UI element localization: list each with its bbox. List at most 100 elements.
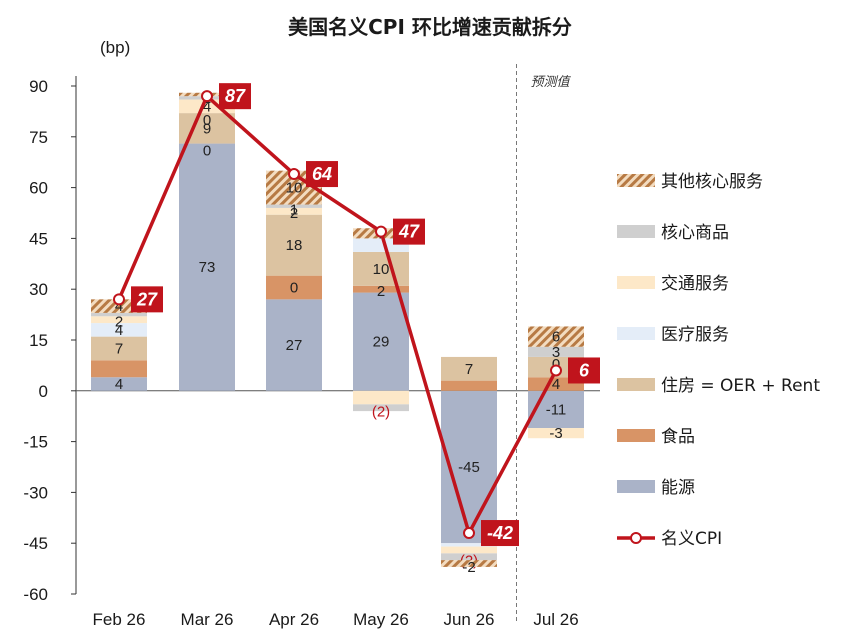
bar-segment-core_goods (353, 404, 409, 412)
y-tick-label: 75 (29, 128, 48, 147)
bar-segment-label: -2 (462, 559, 475, 576)
chart-title: 美国名义CPI 环比增速贡献拆分 (288, 15, 572, 39)
bar-segment-core_goods (441, 553, 497, 561)
bar-segment-transport (441, 546, 497, 554)
legend-swatch-housing (617, 378, 655, 391)
cpi-callout-box (131, 286, 163, 313)
x-tick-label: Jul 26 (533, 610, 578, 629)
bar-segment-energy (179, 143, 235, 391)
bar-segment-energy (528, 390, 584, 429)
y-tick-label: 60 (29, 179, 48, 198)
cpi-callout-label: -42 (487, 523, 513, 543)
bar-segment-transport (91, 316, 147, 324)
bar-segment-other_services (528, 326, 584, 347)
bar-segment-label: 0 (203, 143, 211, 160)
bar-segment-label: 3 (552, 344, 560, 361)
bar-segment-housing (91, 336, 147, 361)
bar-segment-label: 10 (373, 261, 390, 278)
bar-segment-label: 1 (290, 202, 298, 219)
bar-segment-label: 29 (373, 334, 390, 351)
bar-segment-label: 6 (552, 329, 560, 346)
bar-segment-label: 0 (203, 112, 211, 129)
legend-swatch-transport (617, 276, 655, 289)
cpi-point (201, 90, 213, 103)
cpi-callout-label: 64 (312, 164, 332, 184)
y-axis-unit: (bp) (100, 38, 130, 57)
y-tick-label: -45 (23, 534, 48, 553)
cpi-point (550, 364, 562, 377)
cpi-callout-label: 47 (398, 222, 420, 242)
legend-label-housing: 住房 = OER + Rent (661, 376, 820, 396)
bar-segment-transport (353, 390, 409, 405)
cpi-point (113, 293, 125, 306)
bar-segment-transport (266, 207, 322, 215)
bar-segment-food (266, 275, 322, 300)
legend-swatch-medical (617, 327, 655, 340)
bar-segment-core_goods (266, 204, 322, 208)
bar-segment-label: -3 (549, 425, 562, 442)
legend-swatch-cpi-marker (630, 532, 642, 544)
bar-segment-label: 4 (552, 376, 560, 393)
cpi-callout-box (481, 520, 519, 547)
legend-swatch-core_goods (617, 225, 655, 238)
y-tick-label: 30 (29, 280, 48, 299)
bar-segment-other_services (441, 560, 497, 567)
bar-segment-housing (353, 251, 409, 286)
bar-segment-label: -11 (546, 401, 567, 418)
bar-segment-label: 73 (199, 259, 216, 276)
bar-segment-label: 0 (290, 280, 298, 297)
bar-segment-label: -45 (458, 459, 480, 476)
bar-segment-food (441, 380, 497, 391)
y-tick-label: 45 (29, 229, 48, 248)
cpi-callout-box (306, 161, 338, 188)
bar-segment-food (91, 360, 147, 378)
x-tick-label: May 26 (353, 610, 409, 629)
bar-segment-energy (91, 377, 147, 391)
bar-segment-food (353, 285, 409, 293)
forecast-note: 预测值 (531, 75, 572, 90)
legend-swatch-energy (617, 480, 655, 493)
legend-label-medical: 医疗服务 (661, 325, 729, 345)
bar-segment-label: 4 (115, 322, 123, 339)
x-tick-label: Feb 26 (93, 610, 146, 629)
x-tick-label: Apr 26 (269, 610, 319, 629)
bar-segment-energy (353, 292, 409, 391)
x-tick-label: Mar 26 (181, 610, 234, 629)
legend-label-transport: 交通服务 (661, 274, 729, 294)
bar-segment-core_goods (528, 346, 584, 357)
bar-segment-label: (2) (372, 403, 390, 420)
bar-segment-label: 2 (115, 313, 123, 330)
bar-segment-housing (441, 356, 497, 381)
y-tick-label: 15 (29, 331, 48, 350)
bar-segment-housing (266, 214, 322, 276)
cpi-point (288, 168, 300, 181)
y-tick-label: 90 (29, 77, 48, 96)
bar-segment-transport (528, 428, 584, 439)
legend-swatch-other_services (617, 174, 655, 187)
bar-segment-label: 4 (115, 298, 123, 315)
cpi-callout-box (393, 218, 425, 245)
bar-segment-label: 4 (115, 376, 123, 393)
bar-segment-label: 7 (465, 361, 473, 378)
x-tick-label: Jun 26 (443, 610, 494, 629)
bar-segment-label: 2 (290, 205, 298, 222)
y-tick-label: -30 (23, 483, 48, 502)
bar-segment-label: 2 (377, 283, 385, 300)
bar-segment-label: 9 (203, 120, 211, 137)
y-tick-label: -15 (23, 433, 48, 452)
bar-segment-label: 18 (286, 237, 303, 254)
legend-label-energy: 能源 (661, 478, 695, 498)
bar-segment-medical (441, 543, 497, 547)
bar-segment-energy (266, 299, 322, 391)
y-tick-label: -60 (23, 585, 48, 604)
cpi-line (117, 94, 558, 535)
bar-segment-label: 10 (286, 180, 303, 197)
cpi-callout-box (219, 83, 251, 110)
cpi-callout-label: 6 (579, 360, 590, 380)
legend-swatch-food (617, 429, 655, 442)
cpi-callout-box (568, 357, 600, 384)
cpi-callout-label: 87 (225, 86, 246, 106)
